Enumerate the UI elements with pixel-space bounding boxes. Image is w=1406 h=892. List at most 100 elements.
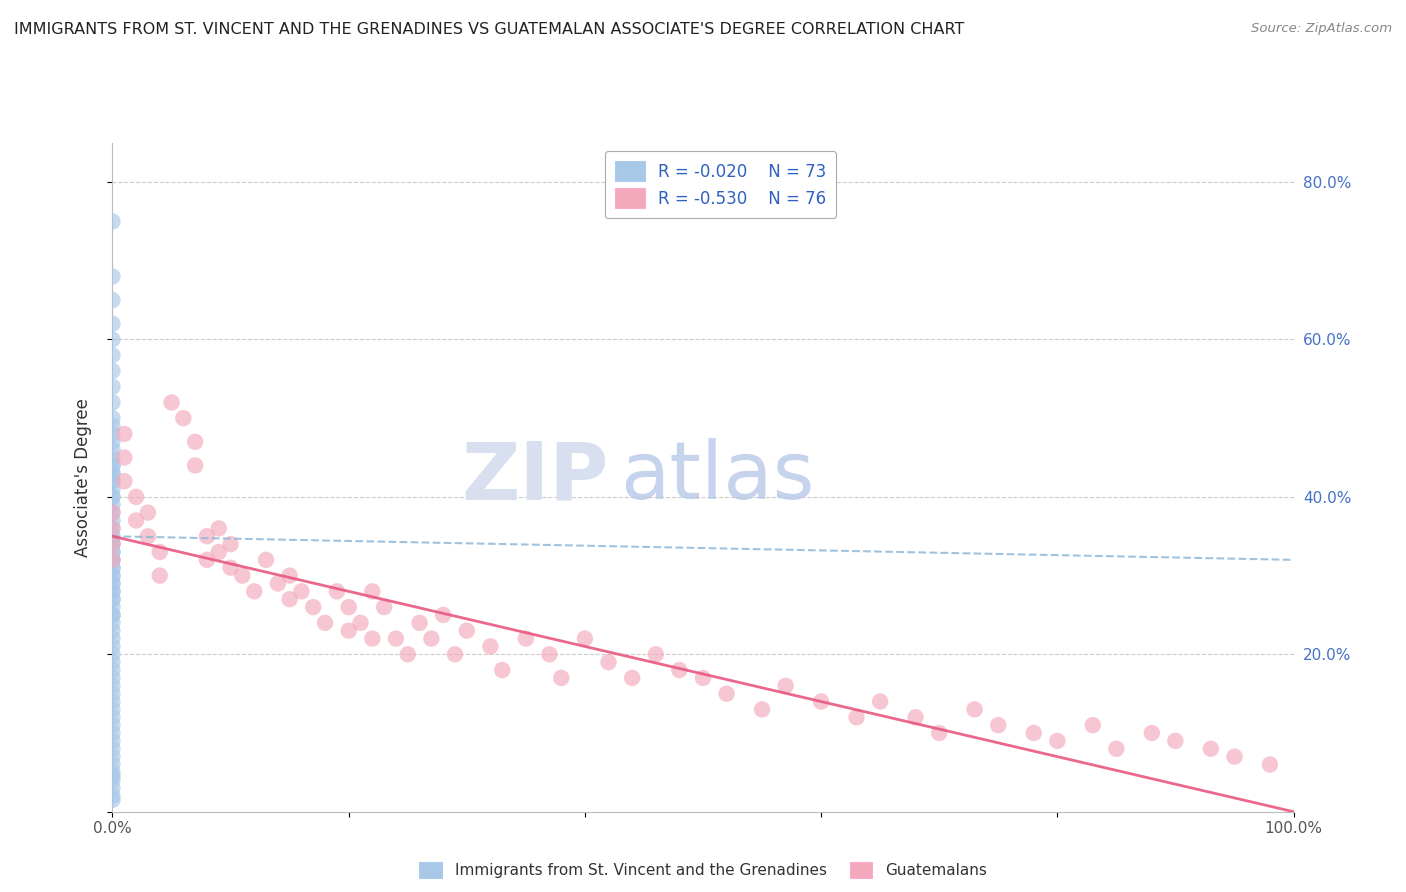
Point (810, 694, 832, 708)
Point (337, 624, 360, 638)
Point (420, 632, 443, 646)
Point (160, 395, 183, 409)
Point (101, 419, 124, 434)
Point (491, 663, 513, 677)
Point (149, 545, 172, 559)
Point (208, 545, 231, 559)
Point (692, 671, 714, 685)
Point (101, 615, 124, 630)
Text: ZIP: ZIP (461, 438, 609, 516)
Point (101, 537, 124, 551)
Point (408, 615, 430, 630)
Point (1199, 741, 1222, 756)
Point (101, 348, 124, 362)
Point (219, 560, 242, 574)
Point (243, 584, 266, 599)
Point (101, 592, 124, 607)
Point (101, 749, 124, 764)
Point (963, 702, 986, 716)
Point (149, 568, 172, 582)
Point (101, 741, 124, 756)
Point (101, 434, 124, 449)
Point (101, 592, 124, 607)
Point (278, 592, 301, 607)
Point (101, 380, 124, 394)
Point (101, 317, 124, 331)
Point (101, 576, 124, 591)
Point (101, 442, 124, 457)
Point (538, 648, 561, 662)
Y-axis label: Associate's Degree: Associate's Degree (73, 398, 91, 557)
Point (184, 434, 207, 449)
Point (101, 781, 124, 796)
Point (125, 514, 148, 528)
Point (101, 769, 124, 783)
Point (1164, 734, 1187, 748)
Point (101, 793, 124, 807)
Point (219, 537, 242, 551)
Point (1223, 749, 1246, 764)
Point (101, 529, 124, 543)
Point (456, 624, 478, 638)
Point (101, 521, 124, 535)
Point (574, 632, 596, 646)
Point (101, 789, 124, 803)
Point (101, 506, 124, 520)
Point (101, 757, 124, 772)
Point (326, 584, 349, 599)
Point (101, 648, 124, 662)
Point (385, 632, 408, 646)
Point (101, 655, 124, 669)
Point (101, 632, 124, 646)
Point (290, 584, 312, 599)
Point (172, 411, 194, 425)
Point (101, 498, 124, 512)
Point (101, 458, 124, 473)
Point (101, 333, 124, 347)
Point (208, 521, 231, 535)
Point (869, 694, 891, 708)
Point (101, 607, 124, 622)
Point (1022, 726, 1045, 740)
Point (314, 615, 336, 630)
Point (1258, 757, 1281, 772)
Point (101, 560, 124, 574)
Point (254, 553, 277, 567)
Point (101, 584, 124, 599)
Point (101, 467, 124, 481)
Point (373, 600, 395, 615)
Point (101, 734, 124, 748)
Point (101, 710, 124, 724)
Point (751, 702, 773, 716)
Point (101, 521, 124, 535)
Point (101, 490, 124, 504)
Point (479, 640, 502, 654)
Point (1081, 718, 1104, 732)
Point (101, 584, 124, 599)
Point (101, 726, 124, 740)
Point (101, 765, 124, 780)
Point (668, 663, 690, 677)
Point (101, 514, 124, 528)
Point (101, 214, 124, 228)
Point (101, 624, 124, 638)
Point (101, 568, 124, 582)
Point (101, 553, 124, 567)
Point (101, 568, 124, 582)
Point (444, 648, 467, 662)
Point (845, 710, 868, 724)
Point (101, 293, 124, 307)
Point (349, 615, 371, 630)
Point (101, 450, 124, 465)
Point (101, 694, 124, 708)
Point (112, 474, 135, 488)
Point (1140, 726, 1163, 740)
Point (621, 671, 644, 685)
Point (775, 679, 797, 693)
Legend: Immigrants from St. Vincent and the Grenadines, Guatemalans: Immigrants from St. Vincent and the Gren… (413, 856, 993, 884)
Point (101, 467, 124, 481)
Point (987, 718, 1010, 732)
Point (101, 490, 124, 504)
Point (432, 607, 454, 622)
Point (267, 576, 290, 591)
